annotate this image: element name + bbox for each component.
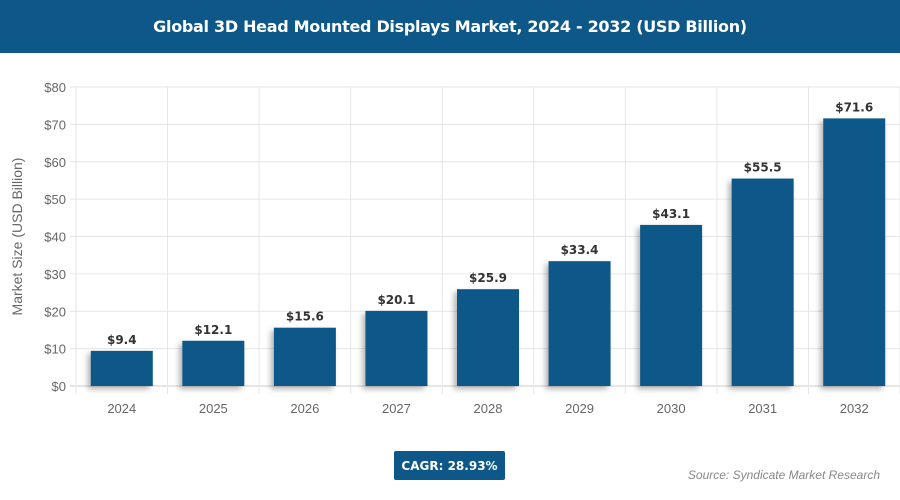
x-tick-label: 2032 xyxy=(840,401,869,416)
data-label: $55.5 xyxy=(744,161,782,175)
data-label: $71.6 xyxy=(835,100,873,114)
data-label: $12.1 xyxy=(194,323,232,337)
x-tick-label: 2030 xyxy=(657,401,686,416)
data-label: $9.4 xyxy=(107,333,137,347)
bar xyxy=(273,327,336,386)
x-tick-label: 2028 xyxy=(474,401,503,416)
bar xyxy=(90,350,153,386)
bar xyxy=(365,310,428,386)
data-label: $25.9 xyxy=(469,271,507,285)
x-tick-label: 2029 xyxy=(565,401,594,416)
y-tick-label: $50 xyxy=(44,192,66,207)
bar-chart: $0 $10 $20 $30 $40 $50 $60 $70 $80 Market Size (U… xyxy=(9,80,900,416)
y-axis-label: Market Size (USD Billion) xyxy=(9,158,25,316)
x-tick-label: 2024 xyxy=(107,401,136,416)
y-tick-label: $30 xyxy=(44,267,66,282)
y-tick-label: $80 xyxy=(44,80,66,95)
bar xyxy=(182,340,245,386)
x-tick-label: 2025 xyxy=(199,401,228,416)
data-label: $33.4 xyxy=(561,243,599,257)
bar xyxy=(548,261,611,386)
y-tick-label: $40 xyxy=(44,230,66,245)
data-label: $20.1 xyxy=(377,293,415,307)
x-tick-label: 2027 xyxy=(382,401,411,416)
data-label: $43.1 xyxy=(652,207,690,221)
y-tick-label: $20 xyxy=(44,304,66,319)
bar xyxy=(823,118,886,387)
x-tick-label: 2026 xyxy=(290,401,319,416)
bar xyxy=(457,289,519,386)
bar xyxy=(731,178,794,386)
data-label: $15.6 xyxy=(286,310,324,324)
y-tick-label: $10 xyxy=(44,342,66,357)
x-tick-label: 2031 xyxy=(748,401,777,416)
bar xyxy=(640,224,703,386)
y-tick-label: $60 xyxy=(44,155,66,170)
cagr-badge: CAGR: 28.93% xyxy=(394,451,505,480)
y-tick-label: $0 xyxy=(52,379,66,394)
y-tick-label: $70 xyxy=(44,117,66,132)
chart-title: Global 3D Head Mounted Displays Market, … xyxy=(0,0,900,53)
source-note: Source: Syndicate Market Research xyxy=(687,468,880,482)
